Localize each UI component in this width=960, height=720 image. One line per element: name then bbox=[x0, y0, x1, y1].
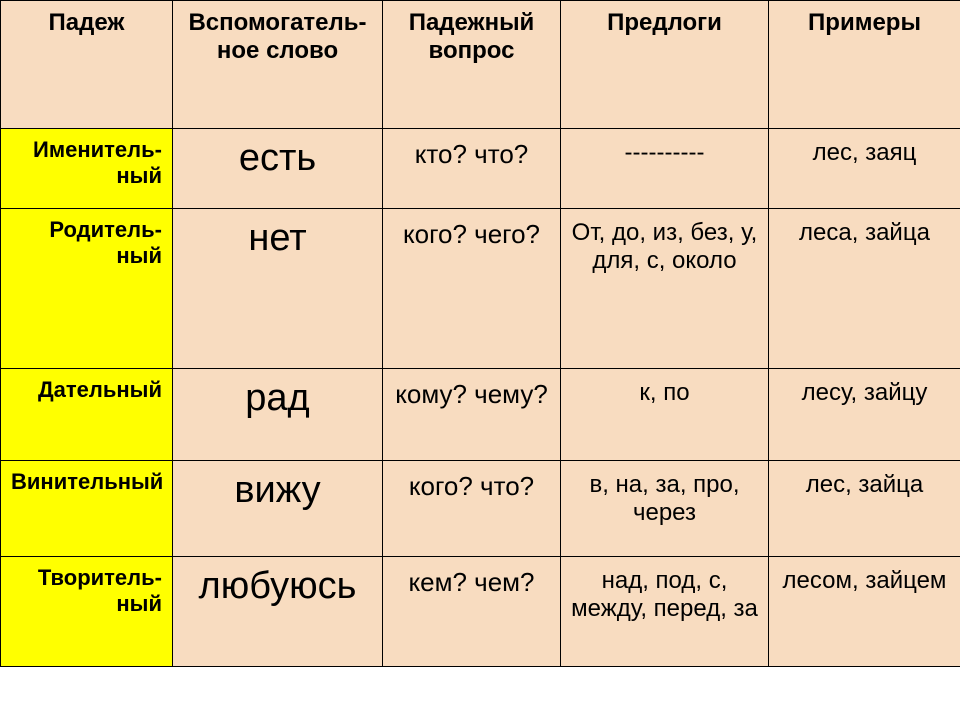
helper-word: есть bbox=[173, 129, 383, 209]
case-question: кому? чему? bbox=[383, 369, 561, 461]
helper-word: вижу bbox=[173, 461, 383, 557]
helper-word: любуюсь bbox=[173, 557, 383, 667]
col-example: Примеры bbox=[769, 1, 960, 129]
case-name: Именитель-ный bbox=[1, 129, 173, 209]
table-row: Родитель-ный нет кого? чего? От, до, из,… bbox=[1, 209, 960, 369]
case-question: кем? чем? bbox=[383, 557, 561, 667]
col-prep: Предлоги bbox=[561, 1, 769, 129]
col-question: Падежный вопрос bbox=[383, 1, 561, 129]
case-example: лесу, зайцу bbox=[769, 369, 960, 461]
table-row: Дательный рад кому? чему? к, по лесу, за… bbox=[1, 369, 960, 461]
table-row: Именитель-ный есть кто? что? ---------- … bbox=[1, 129, 960, 209]
case-prep: От, до, из, без, у, для, с, около bbox=[561, 209, 769, 369]
helper-word: нет bbox=[173, 209, 383, 369]
case-prep: в, на, за, про, через bbox=[561, 461, 769, 557]
case-example: леса, зайца bbox=[769, 209, 960, 369]
case-example: лес, заяц bbox=[769, 129, 960, 209]
case-question: кого? чего? bbox=[383, 209, 561, 369]
case-prep: над, под, с, между, перед, за bbox=[561, 557, 769, 667]
case-question: кого? что? bbox=[383, 461, 561, 557]
case-example: лес, зайца bbox=[769, 461, 960, 557]
cases-table: Падеж Вспомогатель-ное слово Падежный во… bbox=[0, 0, 960, 667]
case-prep: ---------- bbox=[561, 129, 769, 209]
case-prep: к, по bbox=[561, 369, 769, 461]
case-question: кто? что? bbox=[383, 129, 561, 209]
case-name: Дательный bbox=[1, 369, 173, 461]
case-example: лесом, зайцем bbox=[769, 557, 960, 667]
helper-word: рад bbox=[173, 369, 383, 461]
case-name: Родитель-ный bbox=[1, 209, 173, 369]
col-case: Падеж bbox=[1, 1, 173, 129]
case-name: Творитель-ный bbox=[1, 557, 173, 667]
table-row: Винительный вижу кого? что? в, на, за, п… bbox=[1, 461, 960, 557]
col-helper: Вспомогатель-ное слово bbox=[173, 1, 383, 129]
table-row: Творитель-ный любуюсь кем? чем? над, под… bbox=[1, 557, 960, 667]
header-row: Падеж Вспомогатель-ное слово Падежный во… bbox=[1, 1, 960, 129]
case-name: Винительный bbox=[1, 461, 173, 557]
